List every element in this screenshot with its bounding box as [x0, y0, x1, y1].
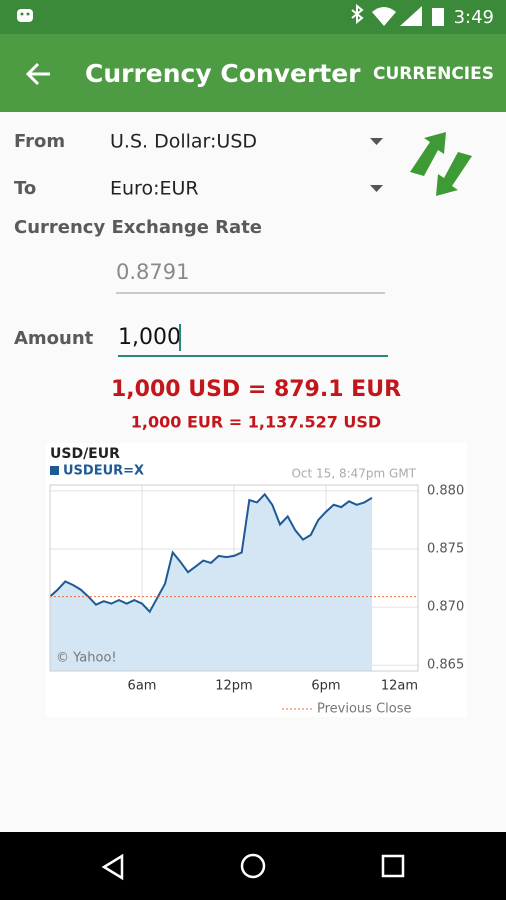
- app-title: Currency Converter: [85, 59, 361, 88]
- x-tick-label: 12pm: [215, 679, 252, 694]
- rate-label: Currency Exchange Rate: [14, 217, 262, 238]
- y-tick-label: 0.875: [427, 541, 464, 556]
- to-label: To: [14, 178, 36, 199]
- x-tick-label: 6pm: [311, 679, 340, 694]
- wifi-icon: [372, 7, 396, 26]
- result-primary: 1,000 USD = 879.1 EUR: [111, 377, 401, 402]
- app-bar: [0, 34, 506, 112]
- nav-recents[interactable]: [381, 854, 405, 878]
- amount-label: Amount: [14, 328, 94, 349]
- amount-field[interactable]: 1,000: [118, 325, 181, 350]
- icon-dot: [26, 12, 30, 16]
- nav-home[interactable]: [240, 853, 266, 879]
- to-spinner[interactable]: Euro:EUR: [110, 178, 199, 200]
- signal-icon: [400, 6, 422, 26]
- y-tick-label: 0.865: [427, 658, 464, 673]
- android-icon: [17, 9, 33, 22]
- swap-button[interactable]: [410, 132, 472, 196]
- legend-label: Previous Close: [317, 702, 412, 717]
- chart-title: USD/EUR: [50, 446, 120, 462]
- dropdown-arrow[interactable]: [370, 185, 383, 192]
- from-spinner[interactable]: U.S. Dollar:USD: [110, 131, 257, 153]
- x-tick-label: 6am: [128, 679, 157, 694]
- legend-swatch: [50, 466, 59, 475]
- chart-subtitle: Oct 15, 8:47pm GMT: [291, 467, 416, 481]
- battery-icon: [432, 8, 444, 26]
- swap-arrow: [436, 152, 472, 196]
- back-button[interactable]: [25, 62, 50, 86]
- nav-back[interactable]: [101, 853, 124, 881]
- rate-field: 0.8791: [116, 260, 189, 284]
- x-tick-label: 12am: [381, 679, 418, 694]
- swap-arrow: [410, 132, 446, 176]
- series-line: [49, 492, 373, 614]
- chart: USD/EUR Oct 15, 8:47pm GMT 0.880 0.875 0.8…: [46, 443, 467, 717]
- clock: 3:49: [454, 7, 494, 28]
- y-tick-label: 0.870: [427, 600, 464, 615]
- bluetooth-icon: [351, 3, 364, 25]
- legend-label: USDEUR=X: [63, 464, 144, 479]
- from-label: From: [14, 131, 65, 152]
- navigation-bar: [0, 832, 506, 900]
- status-bar: [0, 0, 506, 34]
- dropdown-arrow[interactable]: [370, 138, 383, 145]
- icon-dot: [20, 12, 24, 16]
- plot-frame: [49, 484, 419, 672]
- result-secondary: 1,000 EUR = 1,137.527 USD: [131, 413, 381, 432]
- chart-annotation: © Yahoo!: [56, 651, 117, 666]
- series-area: [50, 494, 372, 671]
- y-tick-label: 0.880: [427, 483, 464, 498]
- currencies-button[interactable]: CURRENCIES: [373, 64, 494, 84]
